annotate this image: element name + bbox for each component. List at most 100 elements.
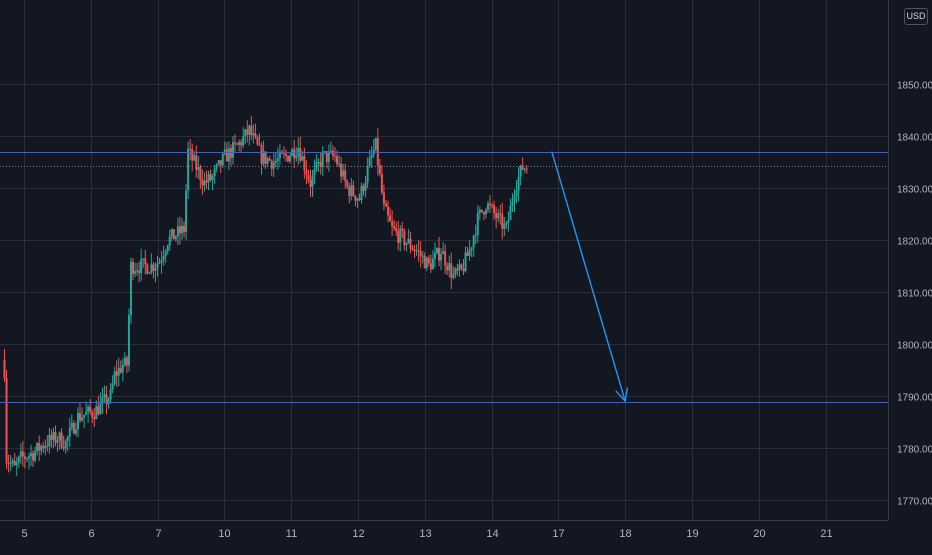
candle-body	[213, 168, 216, 177]
candle-body	[89, 406, 92, 412]
candle-body	[397, 230, 400, 243]
candle-body	[172, 229, 175, 240]
candle-body	[199, 167, 202, 180]
candle-body	[462, 268, 465, 272]
candle-body	[134, 270, 137, 274]
candle-body	[203, 180, 206, 186]
candle-body	[380, 173, 383, 193]
candle-body	[491, 205, 494, 207]
time-axis[interactable]: 5 6 7 10 11 12 13 14 17 18 19 20 21	[0, 520, 888, 541]
candle-body	[395, 228, 398, 231]
candle-body	[331, 150, 334, 156]
candle-body	[42, 446, 45, 449]
candle-body	[168, 236, 171, 246]
candle-body	[76, 412, 79, 430]
y-tick-label: 1840.00	[897, 133, 932, 144]
x-tick-label: 13	[419, 528, 431, 540]
candle-body	[129, 261, 132, 316]
candle-body	[231, 142, 234, 158]
candle-body	[119, 367, 122, 373]
y-tick-label: 1780.00	[897, 445, 932, 456]
candle-body	[234, 142, 237, 144]
y-tick-label: 1790.00	[897, 393, 932, 404]
candle-body	[521, 165, 524, 170]
candle-body	[344, 170, 347, 182]
candle-body	[321, 151, 324, 167]
arrow-head[interactable]	[615, 387, 629, 403]
y-tick-label: 1850.00	[897, 81, 932, 92]
arrow-shaft[interactable]	[551, 151, 626, 402]
candle-body	[336, 156, 339, 164]
candle-body	[9, 462, 12, 464]
candle-body	[180, 225, 183, 234]
y-tick-label: 1830.00	[897, 185, 932, 196]
candle-body	[146, 264, 149, 274]
candle-body	[264, 151, 267, 164]
x-tick-label: 5	[21, 528, 27, 540]
candle-body	[319, 161, 322, 167]
candle-body	[376, 138, 379, 166]
candle-body	[503, 223, 506, 229]
candle-body	[21, 451, 24, 457]
candle-body	[101, 397, 104, 403]
candle-body	[433, 252, 436, 259]
candle-body	[183, 225, 186, 233]
candle-body	[311, 175, 314, 187]
candle-body	[382, 192, 385, 204]
candle-body	[27, 456, 30, 459]
candle-body	[454, 268, 457, 275]
candle-body	[46, 445, 49, 447]
candle-body	[148, 272, 151, 274]
candle-body	[223, 149, 226, 154]
candle-body	[244, 129, 247, 137]
candle-body	[174, 236, 177, 240]
candle-body	[466, 252, 469, 256]
candle-body	[348, 186, 351, 197]
candle-body	[68, 427, 71, 437]
candle-body	[360, 185, 363, 201]
candle-body	[350, 185, 353, 197]
candle-body	[364, 182, 367, 191]
candle-body	[15, 462, 18, 466]
y-tick-label: 1820.00	[897, 237, 932, 248]
candle-body	[431, 258, 434, 270]
candle-body	[374, 138, 377, 151]
candle-body	[505, 223, 508, 225]
candle-body	[338, 163, 341, 165]
candle-body	[125, 357, 128, 366]
candle-body	[205, 180, 208, 183]
currency-label[interactable]: USD	[904, 8, 928, 25]
candle-body	[140, 259, 143, 274]
candle-body	[293, 149, 296, 159]
price-axis[interactable]: 1770.00 1780.00 1790.00 1800.00 1810.00 1820.…	[888, 0, 932, 550]
candle-body	[458, 264, 461, 271]
candle-body	[474, 234, 477, 236]
candle-body	[358, 198, 361, 201]
candle-body	[470, 247, 473, 250]
candle-body	[56, 440, 59, 443]
candle-body	[278, 151, 281, 159]
candle-body	[315, 161, 318, 169]
candle-body	[219, 160, 222, 166]
candle-body	[115, 371, 118, 376]
x-tick-label: 21	[820, 528, 832, 540]
candle-body	[517, 176, 520, 191]
candle-body	[221, 153, 224, 166]
candle-body	[327, 151, 330, 162]
trend-arrow[interactable]	[551, 151, 629, 403]
candle-body	[36, 442, 39, 452]
candle-body	[391, 221, 394, 227]
candle-body	[93, 416, 96, 420]
candle-body	[44, 445, 47, 449]
candle-body	[144, 258, 147, 265]
candle-body	[446, 265, 449, 271]
candle-body	[191, 149, 194, 161]
candle-body	[495, 213, 498, 219]
candle-body	[270, 160, 273, 169]
candle-body	[250, 125, 253, 136]
candle-body	[252, 133, 255, 136]
x-tick-label: 12	[352, 528, 364, 540]
candle-body	[225, 149, 228, 162]
